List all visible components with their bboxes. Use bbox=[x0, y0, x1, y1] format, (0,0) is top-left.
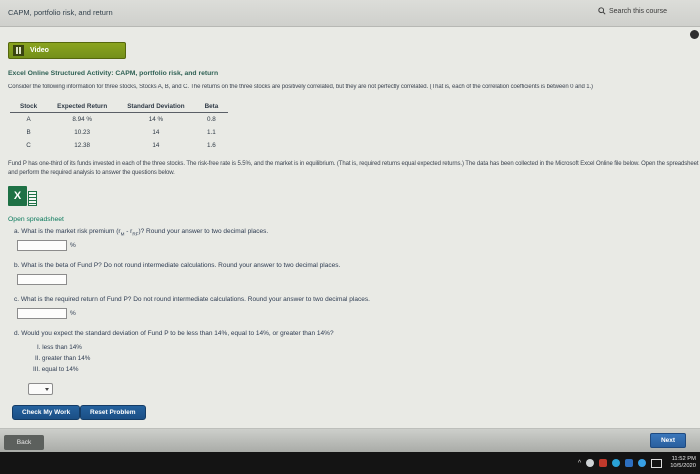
percent-sign-a: % bbox=[70, 242, 76, 249]
table-cell: 1.1 bbox=[207, 129, 216, 136]
search-label: Search this course bbox=[609, 7, 667, 15]
tray-chevron-icon[interactable]: ^ bbox=[577, 459, 582, 467]
table-cell: 1.6 bbox=[207, 142, 216, 149]
answer-row-c: % bbox=[17, 308, 76, 319]
clock-time: 11:52 PM bbox=[671, 456, 696, 462]
table-cell: 10.23 bbox=[74, 129, 91, 136]
table-cell: 12.38 bbox=[74, 142, 91, 149]
open-spreadsheet-link[interactable]: Open spreadsheet bbox=[8, 216, 64, 223]
question-c: c. What is the required return of Fund P… bbox=[14, 296, 370, 303]
search-icon bbox=[598, 7, 606, 15]
video-button[interactable]: Video bbox=[8, 42, 126, 59]
taskbar-window-icon[interactable] bbox=[651, 458, 663, 468]
subscript-rf: RF bbox=[132, 231, 139, 237]
table-cell: 14 bbox=[152, 142, 160, 149]
table-cell: 14 bbox=[152, 129, 160, 136]
question-a: a. What is the market risk premium (rM -… bbox=[14, 228, 268, 236]
option-3: III. equal to 14% bbox=[33, 366, 79, 373]
course-search[interactable]: Search this course bbox=[598, 7, 700, 15]
taskbar-clock[interactable]: 11:52 PM 10/5/2020 bbox=[667, 456, 696, 470]
page-title: CAPM, portfolio risk, and return bbox=[8, 8, 113, 17]
table-cell: B bbox=[26, 129, 31, 136]
table-header-stock: Stock bbox=[10, 101, 48, 113]
table-cell: A bbox=[26, 116, 31, 123]
notification-dot-icon[interactable] bbox=[690, 30, 699, 39]
taskbar-app-icon[interactable] bbox=[612, 459, 621, 467]
question-a-mid: - r bbox=[124, 228, 133, 235]
video-button-label: Video bbox=[30, 47, 49, 54]
option-2: II. greater than 14% bbox=[35, 355, 91, 362]
table-row: A 8.94 % 14 % 0.8 bbox=[10, 113, 228, 127]
windows-taskbar: ^ 11:52 PM 10/5/2020 bbox=[0, 452, 700, 474]
table-header-expected-return: Expected Return bbox=[47, 101, 118, 113]
taskbar-app-icon[interactable] bbox=[586, 459, 595, 467]
percent-sign-c: % bbox=[70, 310, 76, 317]
question-a-post: )? Round your answer to two decimal plac… bbox=[138, 228, 269, 235]
clock-date: 10/5/2020 bbox=[670, 463, 696, 469]
table-header-standard-deviation: Standard Deviation bbox=[117, 101, 195, 113]
answer-row-a: % bbox=[17, 240, 76, 251]
answer-row-b bbox=[17, 274, 67, 285]
answer-d-select[interactable] bbox=[28, 383, 53, 395]
next-button[interactable]: Next bbox=[650, 433, 686, 448]
table-cell: 0.8 bbox=[207, 116, 216, 123]
taskbar-app-icon[interactable] bbox=[638, 459, 647, 467]
back-button[interactable]: Back bbox=[4, 435, 44, 450]
table-cell: 14 % bbox=[148, 116, 164, 123]
table-cell: 8.94 % bbox=[72, 116, 92, 123]
footer-nav-bar: Back Next bbox=[0, 428, 700, 453]
subscript-m: M bbox=[120, 231, 125, 237]
question-b: b. What is the beta of Fund P? Do not ro… bbox=[14, 262, 341, 269]
chevron-down-icon bbox=[45, 387, 49, 391]
taskbar-app-icon[interactable] bbox=[599, 459, 608, 467]
table-row: C 12.38 14 1.6 bbox=[10, 139, 228, 152]
stock-table: Stock Expected Return Standard Deviation… bbox=[10, 101, 229, 152]
excel-icon[interactable]: X bbox=[8, 186, 37, 206]
option-1: I. less than 14% bbox=[37, 344, 82, 351]
video-icon bbox=[13, 45, 24, 56]
answer-c-input[interactable] bbox=[17, 308, 67, 319]
excel-x-glyph: X bbox=[8, 186, 27, 206]
answer-a-input[interactable] bbox=[17, 240, 67, 251]
table-header-row: Stock Expected Return Standard Deviation… bbox=[10, 101, 229, 113]
check-my-work-button[interactable]: Check My Work bbox=[12, 405, 81, 420]
top-header-bar: CAPM, portfolio risk, and return Search … bbox=[0, 0, 700, 27]
excel-sheet-glyph bbox=[28, 191, 37, 206]
question-a-text: a. What is the market risk premium (r bbox=[14, 228, 121, 235]
question-d: d. Would you expect the standard deviati… bbox=[14, 330, 334, 337]
activity-title: Excel Online Structured Activity: CAPM, … bbox=[8, 70, 219, 77]
answer-b-input[interactable] bbox=[17, 274, 67, 285]
table-cell: C bbox=[26, 142, 31, 149]
taskbar-app-icon[interactable] bbox=[625, 459, 634, 467]
table-row: B 10.23 14 1.1 bbox=[10, 126, 228, 139]
intro-paragraph-2: Fund P has one-third of its funds invest… bbox=[8, 161, 699, 176]
table-header-beta: Beta bbox=[194, 101, 229, 113]
intro-paragraph-1: Consider the following information for t… bbox=[8, 84, 593, 90]
reset-problem-button[interactable]: Reset Problem bbox=[80, 405, 146, 420]
